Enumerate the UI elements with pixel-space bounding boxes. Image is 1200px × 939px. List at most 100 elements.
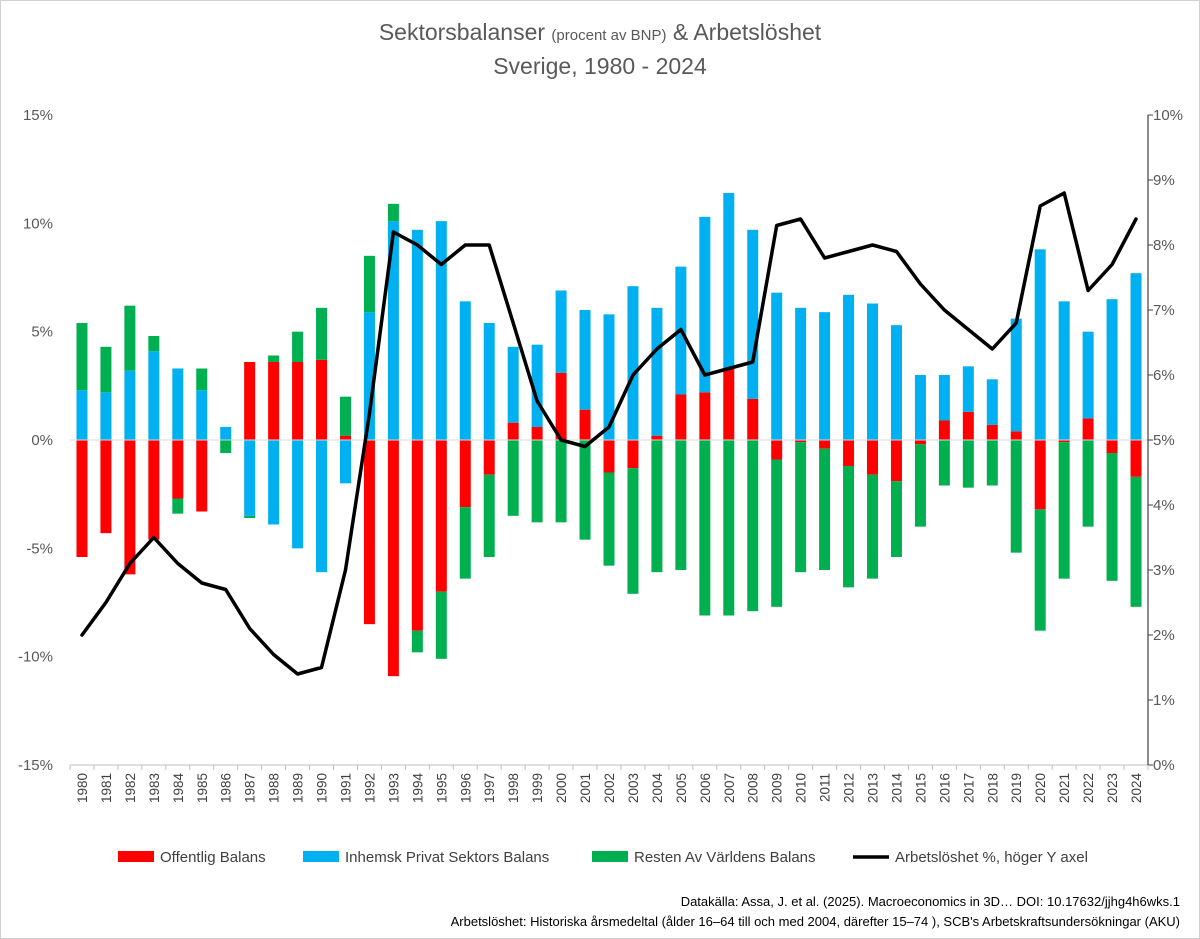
bar-segment-series-0 — [148, 440, 160, 540]
bar-segment-series-0 — [651, 435, 663, 440]
right-axis-tick-label: 9% — [1153, 172, 1175, 189]
x-axis-tick-label: 2010 — [794, 773, 809, 803]
bar-segment-series-2 — [986, 440, 998, 486]
bar-segment-series-2 — [795, 442, 807, 573]
bar-segment-series-2 — [555, 440, 567, 523]
bar-segment-series-1 — [244, 440, 256, 516]
bar-segment-series-0 — [675, 394, 687, 440]
unemployment-line-group — [80, 191, 1138, 676]
bar-segment-series-1 — [148, 351, 160, 440]
unemployment-line — [80, 191, 1138, 676]
x-axis-tick-label: 2000 — [554, 773, 569, 803]
bar-segment-series-1 — [1082, 331, 1094, 419]
bar-segment-series-0 — [603, 440, 615, 473]
x-axis-tick-label: 1982 — [123, 773, 138, 803]
bar-segment-series-2 — [723, 440, 735, 616]
bar-segment-series-2 — [843, 466, 855, 588]
bar-segment-series-1 — [579, 310, 591, 410]
bar-segment-series-1 — [435, 221, 447, 440]
x-axis-tick-label: 1990 — [315, 773, 330, 803]
bar-segment-series-2 — [819, 448, 831, 570]
x-axis-tick-label: 1997 — [482, 773, 497, 803]
bar-segment-series-1 — [986, 379, 998, 425]
legend: Offentlig Balans Inhemsk Privat Sektors B… — [118, 849, 1088, 866]
bar-segment-series-2 — [962, 440, 974, 488]
right-axis-tick-label: 10% — [1153, 107, 1183, 124]
left-axis-tick-label: 0% — [31, 432, 53, 449]
bar-segment-series-2 — [603, 472, 615, 566]
bar-segment-series-1 — [819, 312, 831, 440]
x-axis-tick-label: 2018 — [985, 773, 1000, 803]
bar-segment-series-2 — [675, 440, 687, 570]
x-axis-tick-label: 2016 — [937, 773, 952, 803]
right-axis-tick-label: 7% — [1153, 302, 1175, 319]
bar-segment-series-1 — [867, 303, 879, 440]
bar-segment-series-0 — [100, 440, 112, 534]
x-axis-tick-label: 2002 — [602, 773, 617, 803]
bar-segment-series-0 — [387, 440, 399, 677]
chart-title-line1: Sektorsbalanser (procent av BNP) & Arbet… — [379, 19, 822, 45]
bar-segment-series-0 — [531, 427, 543, 440]
bar-segment-series-1 — [459, 301, 471, 440]
bar-segment-series-1 — [1130, 273, 1142, 440]
x-axis-tick-label: 2003 — [626, 773, 641, 803]
bar-segment-series-2 — [435, 591, 447, 659]
bar-segment-series-0 — [507, 422, 519, 440]
legend-label: Offentlig Balans — [160, 849, 266, 866]
x-axis-tick-label: 1983 — [147, 773, 162, 803]
x-axis-tick-label: 2001 — [578, 773, 593, 803]
bar-segment-series-2 — [411, 630, 423, 653]
x-axis-tick-label: 2009 — [770, 773, 785, 803]
bar-segment-series-2 — [124, 305, 136, 371]
legend-label: Resten Av Världens Balans — [634, 849, 816, 866]
bar-segment-series-1 — [1010, 318, 1022, 432]
bar-segment-series-0 — [483, 440, 495, 475]
bar-segment-series-1 — [76, 390, 88, 440]
bar-segment-series-0 — [843, 440, 855, 466]
x-axis-tick-label: 2021 — [1057, 773, 1072, 803]
legend-label: Inhemsk Privat Sektors Balans — [345, 849, 549, 866]
x-axis-tick-label: 2019 — [1009, 773, 1024, 803]
bar-segment-series-2 — [483, 474, 495, 557]
chart-title-subpart: (procent av BNP) — [551, 27, 666, 44]
bar-segment-series-1 — [339, 440, 351, 484]
right-axis-tick-label: 6% — [1153, 367, 1175, 384]
x-axis-tick-label: 1989 — [291, 773, 306, 803]
bar-segment-series-0 — [411, 440, 423, 631]
bar-segment-series-0 — [890, 440, 902, 482]
bar-segment-series-0 — [579, 409, 591, 440]
bar-segment-series-0 — [76, 440, 88, 557]
x-axis-tick-label: 2020 — [1033, 773, 1048, 803]
bar-segment-series-2 — [699, 440, 711, 616]
bar-segment-series-0 — [747, 398, 759, 440]
bar-segment-series-2 — [531, 440, 543, 523]
bar-segment-series-0 — [339, 435, 351, 440]
left-axis-tick-label: -10% — [18, 649, 53, 666]
legend-swatch — [592, 851, 628, 862]
source-line-1: Datakälla: Assa, J. et al. (2025). Macro… — [681, 894, 1180, 909]
x-axis-tick-label: 2004 — [650, 773, 665, 804]
bar-segment-series-1 — [483, 323, 495, 440]
bar-segment-series-2 — [938, 440, 950, 486]
right-axis-ticks: 10% 9% 8% 7% 6% 5% 4% 3% 2% 1% 0% — [1148, 107, 1183, 774]
bar-segment-series-2 — [76, 323, 88, 391]
bar-segment-series-0 — [819, 440, 831, 449]
x-axis-tick-label: 1994 — [410, 773, 425, 804]
bar-segment-series-0 — [771, 440, 783, 460]
chart-title-end-part: & Arbetslöshet — [673, 19, 822, 45]
x-axis-tick-label: 1996 — [458, 773, 473, 803]
bar-segment-series-0 — [435, 440, 447, 592]
left-axis-tick-label: -15% — [18, 757, 53, 774]
x-axis-tick-label: 1986 — [219, 773, 234, 803]
bar-segment-series-1 — [292, 440, 304, 549]
bar-segment-series-1 — [795, 307, 807, 440]
bar-segment-series-0 — [795, 440, 807, 443]
bar-segment-series-0 — [292, 362, 304, 440]
left-axis-tick-label: 15% — [23, 107, 53, 124]
bar-segment-series-2 — [890, 481, 902, 557]
bar-segment-series-0 — [459, 440, 471, 508]
bar-segment-series-2 — [363, 255, 375, 313]
bar-segment-series-0 — [1130, 440, 1142, 477]
bar-segment-series-1 — [1034, 249, 1046, 440]
bar-segment-series-0 — [1034, 440, 1046, 510]
